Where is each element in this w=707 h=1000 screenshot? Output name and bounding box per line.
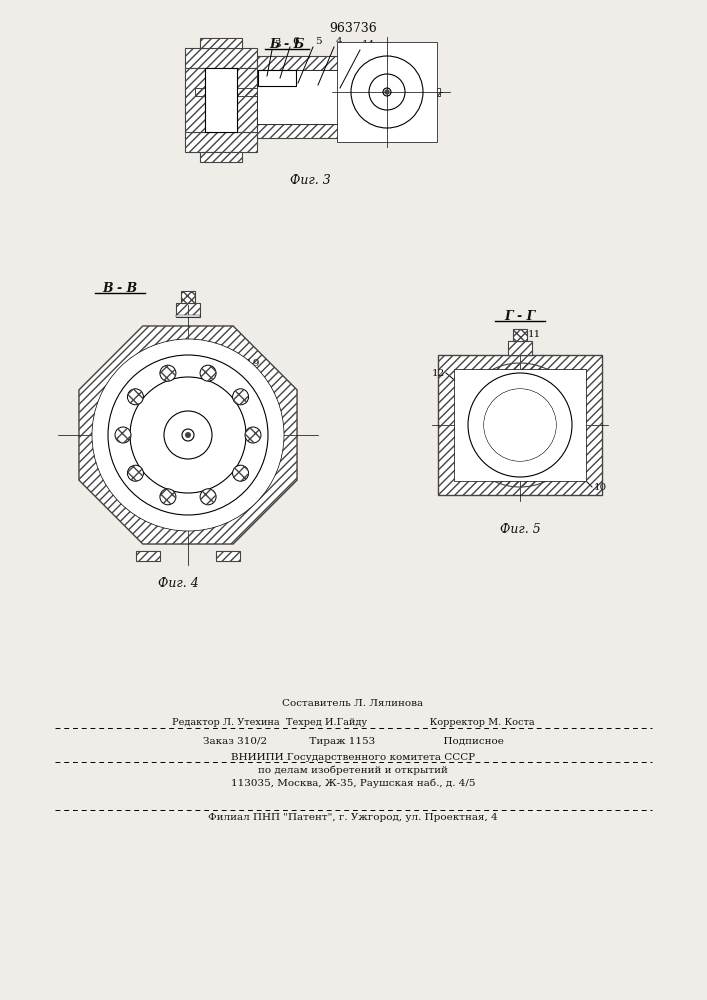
Bar <box>237 68 257 132</box>
Circle shape <box>385 90 389 94</box>
Bar <box>508 341 532 355</box>
Circle shape <box>92 339 284 531</box>
Bar <box>176 303 200 317</box>
Bar <box>454 369 586 481</box>
Text: Б - Б: Б - Б <box>269 38 305 51</box>
Bar <box>181 291 195 303</box>
Bar <box>257 124 347 138</box>
Circle shape <box>359 64 415 120</box>
Bar <box>257 70 347 124</box>
Text: 5: 5 <box>315 37 322 46</box>
Circle shape <box>127 465 144 481</box>
Circle shape <box>458 363 582 487</box>
Bar <box>176 303 200 317</box>
Polygon shape <box>79 326 297 544</box>
Circle shape <box>245 427 261 443</box>
Bar <box>136 551 160 561</box>
Bar <box>258 70 296 86</box>
Text: 3: 3 <box>274 40 281 49</box>
Bar <box>200 152 242 162</box>
Text: по делам изобретений и открытий: по делам изобретений и открытий <box>258 766 448 775</box>
Text: Редактор Л. Утехина  Техред И.Гайду                    Корректор М. Коста: Редактор Л. Утехина Техред И.Гайду Корре… <box>172 718 534 727</box>
Bar <box>237 68 257 132</box>
Bar <box>185 68 205 132</box>
Circle shape <box>127 389 144 405</box>
Text: 11: 11 <box>528 330 542 339</box>
Bar <box>185 132 257 152</box>
Text: Фиг. 5: Фиг. 5 <box>500 523 540 536</box>
Text: 963736: 963736 <box>329 22 377 35</box>
Bar <box>195 88 440 96</box>
Circle shape <box>383 88 391 96</box>
Circle shape <box>130 377 246 493</box>
Bar <box>508 341 532 355</box>
Circle shape <box>484 389 556 461</box>
Bar <box>257 56 347 70</box>
Text: 12: 12 <box>432 368 445 377</box>
Text: Г - Г: Г - Г <box>504 310 536 323</box>
Bar <box>136 551 160 561</box>
Bar <box>216 551 240 561</box>
Text: 10: 10 <box>594 483 607 491</box>
Text: 113035, Москва, Ж-35, Раушская наб., д. 4/5: 113035, Москва, Ж-35, Раушская наб., д. … <box>230 778 475 788</box>
Text: ВНИИПИ Государственного комитета СССР: ВНИИПИ Государственного комитета СССР <box>231 753 475 762</box>
Bar <box>200 152 242 162</box>
Circle shape <box>160 489 176 505</box>
Circle shape <box>200 489 216 505</box>
Text: 14: 14 <box>362 40 375 49</box>
Bar <box>185 68 205 132</box>
Bar <box>216 551 240 561</box>
Circle shape <box>468 373 572 477</box>
Circle shape <box>172 419 204 451</box>
Text: Фиг. 4: Фиг. 4 <box>158 577 199 590</box>
Circle shape <box>150 397 226 473</box>
Bar <box>200 38 242 48</box>
Circle shape <box>200 365 216 381</box>
Text: 6: 6 <box>292 37 298 46</box>
Bar <box>513 329 527 341</box>
Bar <box>257 56 347 70</box>
Text: В - В: В - В <box>103 282 138 295</box>
Circle shape <box>94 341 282 529</box>
Text: Заказ 310/2             Тираж 1153                     Подписное: Заказ 310/2 Тираж 1153 Подписное <box>203 737 503 746</box>
Circle shape <box>369 74 405 110</box>
Circle shape <box>484 389 556 461</box>
Bar <box>257 124 347 138</box>
Text: 8,9: 8,9 <box>243 359 259 367</box>
Bar <box>195 88 440 96</box>
Bar <box>185 48 257 68</box>
Circle shape <box>233 465 249 481</box>
Circle shape <box>375 80 399 104</box>
Bar <box>205 68 237 132</box>
Circle shape <box>108 355 268 515</box>
Circle shape <box>164 411 212 459</box>
Circle shape <box>116 363 260 507</box>
Bar <box>185 48 257 68</box>
Circle shape <box>233 389 249 405</box>
Text: 4: 4 <box>336 37 343 46</box>
Text: Составитель Л. Лялинова: Составитель Л. Лялинова <box>282 699 423 708</box>
Bar <box>176 315 200 317</box>
Circle shape <box>182 429 194 441</box>
Text: Фиг. 3: Фиг. 3 <box>290 174 330 187</box>
Circle shape <box>339 44 435 140</box>
Polygon shape <box>438 355 602 495</box>
Circle shape <box>115 427 131 443</box>
Circle shape <box>351 56 423 128</box>
Circle shape <box>185 432 191 438</box>
Bar <box>181 291 195 303</box>
Text: Филиал ПНП "Патент", г. Ужгород, ул. Проектная, 4: Филиал ПНП "Патент", г. Ужгород, ул. Про… <box>208 813 498 822</box>
Bar <box>513 329 527 341</box>
Bar <box>185 132 257 152</box>
Bar <box>200 38 242 48</box>
Bar <box>337 42 437 142</box>
Circle shape <box>474 379 566 471</box>
Circle shape <box>160 365 176 381</box>
